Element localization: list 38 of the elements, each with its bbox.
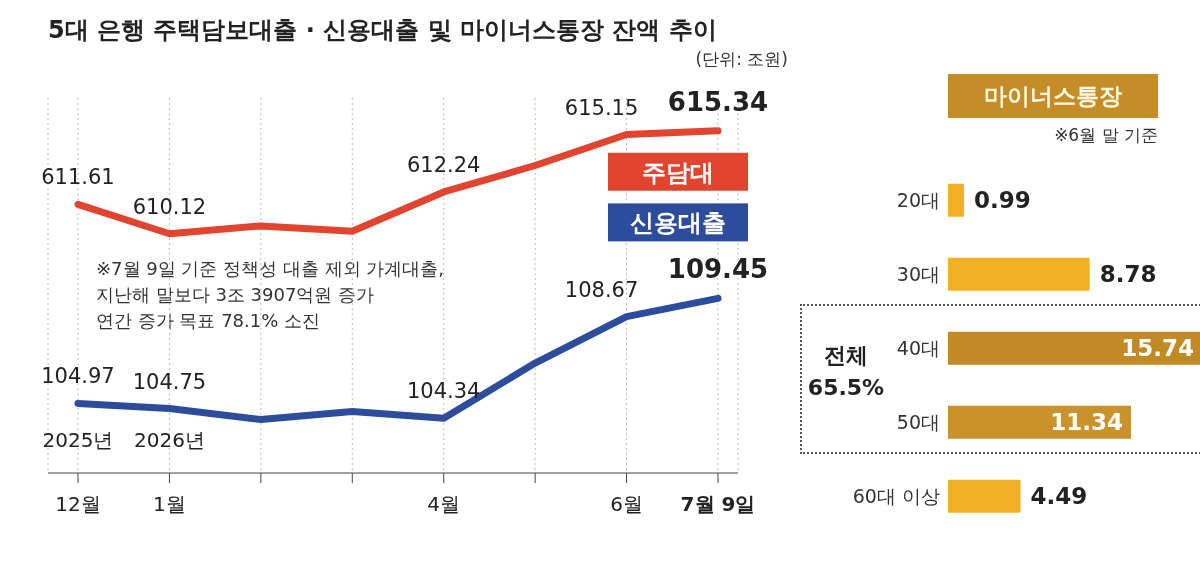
bar [948,257,1090,291]
x-tick-label: 6월 [610,492,643,516]
category-label: 2026년 1월 [133,428,205,516]
x-tick-label: 4월 [427,492,461,516]
data-label: 612.24 [406,152,481,177]
chart-title: 마이너스통장 [948,74,1158,118]
bar [948,183,964,217]
y-tick-label: 40대 [896,336,940,359]
data-label: 108.67 [564,277,639,302]
data-label: 615.15 [564,95,639,120]
data-label: 4.49 [1030,483,1088,510]
chart-title: 5대 은행 주택담보대출 · 신용대출 및 마이너스통장 잔액 추이 [48,15,718,46]
y-tick-label: 60대 이상 [852,484,940,507]
data-label: 11.34 [1050,409,1123,436]
data-label: 109.45 [667,254,769,285]
data-label: 104.34 [406,379,481,404]
category-label: 2025년 12월 [42,428,114,516]
chart-subtitle: ※6월 말 기준 [1053,124,1158,147]
y-tick-label: 20대 [896,188,940,211]
text: 전체 65.5% [806,342,886,402]
bar [948,331,1200,365]
series-label: 주담대 [642,158,714,187]
data-label: 104.75 [132,369,207,394]
data-label: 611.61 [41,165,115,190]
data-label: 8.78 [1099,261,1157,288]
text: 신용대출 [630,209,726,238]
data-label: 615.34 [667,86,769,117]
y-tick-label: 50대 [896,410,940,433]
data-label: 104.97 [41,364,115,389]
data-label: 610.12 [132,194,207,219]
bar [948,479,1021,513]
y-tick-label: 30대 [896,262,940,285]
data-label: 0.99 [973,187,1031,214]
bar [948,405,1131,439]
data-label: 15.74 [1121,335,1194,362]
x-tick-label: 7월 9일 [680,492,756,516]
annotation: ※7월 9일 기준 정책성 대출 제외 가계대출, 지난해 말보다 3조 3907억원 증가 연간 증가 목표 78.1% 소진 [96,257,445,333]
chart-subtitle: (단위: 조원) [694,48,788,71]
